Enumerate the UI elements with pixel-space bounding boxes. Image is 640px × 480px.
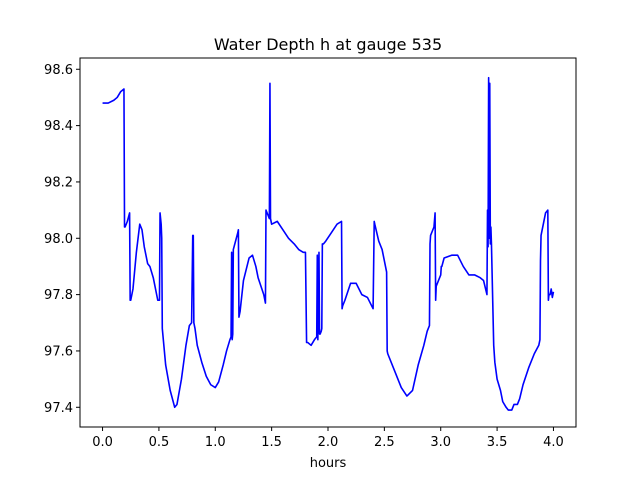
y-axis: 97.4 97.6 97.8 98.0 98.2 98.4 98.6 — [44, 63, 80, 416]
chart-title: Water Depth h at gauge 535 — [214, 35, 442, 54]
x-tick-label: 3.0 — [430, 435, 451, 450]
x-tick-label: 1.5 — [261, 435, 282, 450]
y-tick-label: 98.4 — [44, 119, 73, 134]
x-tick-label: 0.0 — [92, 435, 113, 450]
x-axis: 0.0 0.5 1.0 1.5 2.0 2.5 3.0 3.5 4.0 — [92, 427, 564, 450]
x-tick-label: 3.5 — [487, 435, 508, 450]
series-line-0 — [102, 76, 555, 411]
plot-area — [102, 76, 555, 411]
x-axis-label: hours — [310, 456, 347, 471]
x-tick-label: 0.5 — [149, 435, 170, 450]
x-tick-label: 1.0 — [205, 435, 226, 450]
x-tick-label: 4.0 — [543, 435, 564, 450]
x-tick-label: 2.0 — [318, 435, 339, 450]
plot-frame — [79, 57, 577, 428]
x-tick-label: 2.5 — [374, 435, 395, 450]
y-tick-label: 98.6 — [44, 63, 73, 78]
y-tick-label: 98.2 — [44, 175, 73, 190]
y-tick-label: 97.6 — [44, 344, 73, 359]
y-tick-label: 97.8 — [44, 288, 73, 303]
y-tick-label: 98.0 — [44, 232, 73, 247]
y-tick-label: 97.4 — [44, 401, 73, 416]
